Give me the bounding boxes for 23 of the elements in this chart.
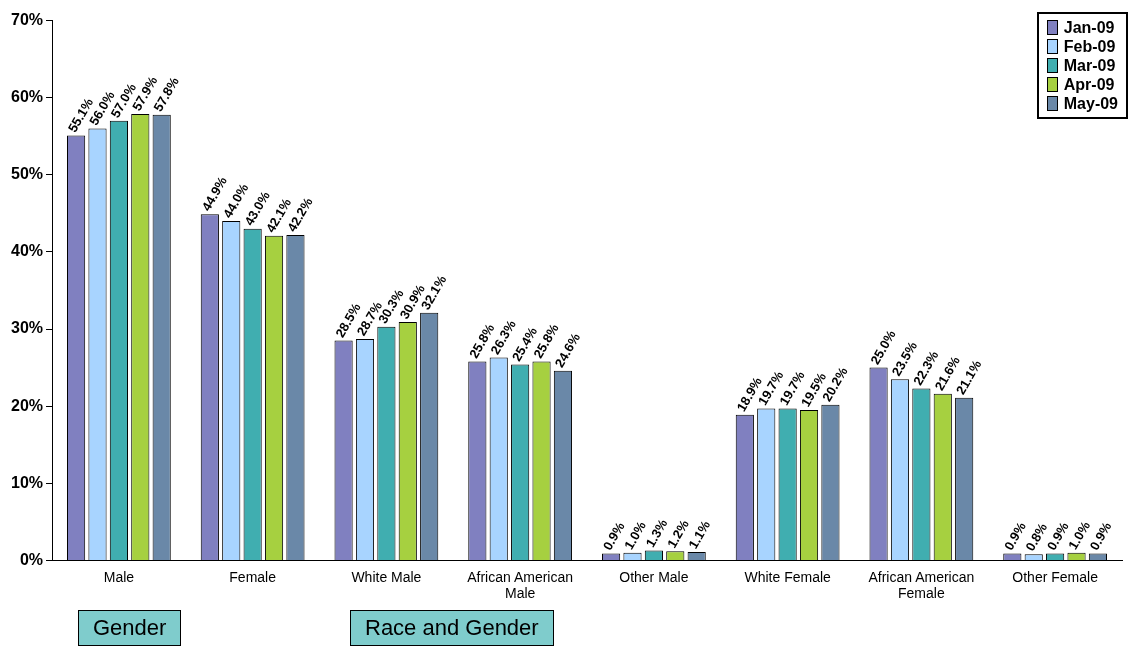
legend-label: Feb-09	[1063, 37, 1116, 56]
x-tick-label: Other Female	[1012, 568, 1099, 585]
y-tick-label: 0%	[19, 550, 44, 568]
legend-label: Apr-09	[1063, 75, 1115, 94]
y-tick-label: 20%	[10, 396, 44, 414]
legend-label: Jan-09	[1063, 18, 1115, 37]
y-tick-label: 40%	[10, 242, 44, 260]
y-tick-label: 70%	[10, 11, 44, 29]
x-tick-label: White Male	[351, 568, 422, 585]
y-tick-label: 60%	[10, 88, 44, 106]
y-tick-label: 10%	[10, 473, 44, 491]
legend-label: May-09	[1063, 94, 1118, 113]
x-tick-label: Male	[103, 568, 135, 585]
y-tick-label: 50%	[10, 165, 44, 183]
legend-label: Mar-09	[1063, 56, 1116, 75]
text: Gender	[78, 610, 182, 646]
x-tick-label: African American Female	[868, 568, 975, 602]
x-tick-label: Other Male	[619, 568, 689, 585]
y-tick-label: 30%	[10, 319, 44, 337]
x-tick-label: White Female	[744, 568, 832, 585]
text: Race and Gender	[350, 610, 554, 646]
x-tick-label: African American Male	[467, 568, 574, 602]
x-tick-label: Female	[229, 568, 277, 585]
